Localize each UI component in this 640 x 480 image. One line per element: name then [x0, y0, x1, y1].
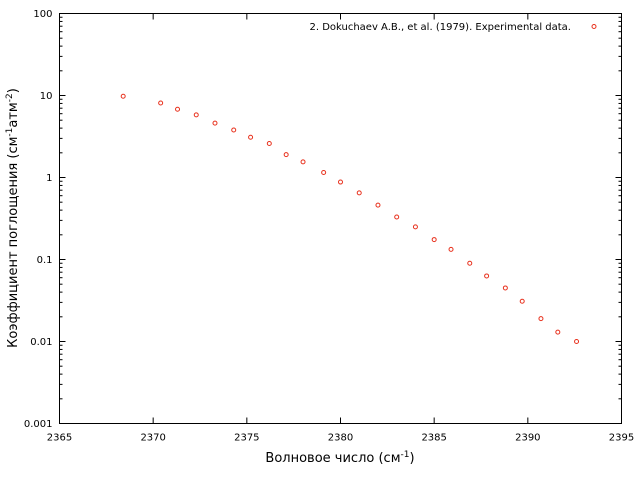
data-point [212, 120, 218, 126]
x-tick-label: 2370 [140, 433, 165, 444]
y-tick-label: 1 [46, 173, 52, 184]
data-point [484, 273, 490, 279]
x-axis-label: Волновое число (см-1) [265, 450, 414, 466]
x-axis-label-superscript: -1 [401, 450, 410, 460]
x-tick-label: 2375 [234, 433, 259, 444]
axis-ticks: 2365 2370 2375 2380 2385 2390 2395 0.001 0.01 0.1… [24, 9, 634, 444]
x-tick-label: 2380 [328, 433, 353, 444]
legend-label: 2. Dokuchaev A.B., et al. (1979). Experi… [309, 22, 571, 33]
plot-frame [59, 13, 622, 424]
y-tick-label: 0.001 [24, 419, 53, 430]
data-point [574, 339, 580, 344]
legend-marker [591, 24, 597, 29]
y-tick-label: 100 [33, 9, 52, 20]
data-point [448, 246, 454, 252]
data-point [394, 214, 400, 220]
legend: 2. Dokuchaev A.B., et al. (1979). Experi… [309, 22, 597, 33]
data-point [519, 298, 525, 304]
y-axis-label-sup2: -2 [5, 93, 15, 102]
data-point [555, 329, 561, 335]
data-point [120, 93, 126, 99]
data-point [231, 127, 237, 133]
x-tick-label: 2385 [421, 433, 446, 444]
data-point [538, 316, 544, 322]
data-point [356, 190, 362, 196]
data-point [412, 224, 418, 230]
data-point [248, 134, 254, 140]
data-point [193, 112, 199, 118]
y-tick-label: 0.01 [30, 337, 52, 348]
y-axis-label-sup1: -1 [5, 128, 15, 137]
x-tick-label: 2365 [47, 433, 72, 444]
data-point [431, 237, 437, 243]
y-tick-label: 0.1 [37, 255, 53, 266]
data-points [120, 93, 580, 344]
data-point [467, 260, 473, 266]
x-tick-label: 2390 [515, 433, 540, 444]
data-point [158, 100, 164, 106]
y-axis-label: Коэффициент поглощения (см-1атм-2) [5, 88, 21, 348]
data-point [283, 152, 289, 158]
data-point [300, 159, 306, 165]
data-point [175, 106, 181, 112]
y-tick-label: 10 [40, 91, 53, 102]
x-tick-label: 2395 [609, 433, 634, 444]
data-point [321, 170, 327, 176]
data-point [502, 285, 508, 291]
data-point [266, 140, 272, 146]
data-point [338, 179, 343, 185]
data-point [375, 202, 381, 208]
